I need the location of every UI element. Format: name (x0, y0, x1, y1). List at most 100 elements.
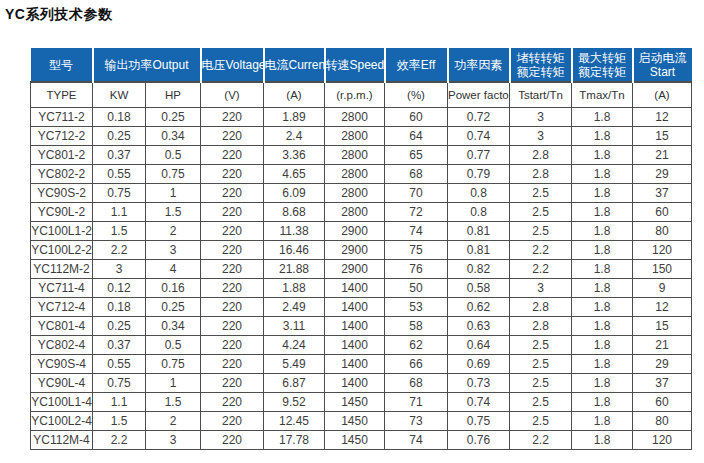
cell-model: YC90L-2 (31, 203, 93, 222)
cell-value: 0.34 (146, 317, 201, 336)
cell-value: 1400 (325, 317, 385, 336)
cell-value: 1.8 (572, 393, 633, 412)
subheader-cell: Tmax/Tn (572, 82, 633, 108)
cell-value: 6.87 (264, 374, 325, 393)
table-row: YC802-40.370.52204.241400620.642.51.821 (31, 336, 692, 355)
cell-model: YC100L1-4 (31, 393, 93, 412)
cell-value: 1.8 (572, 108, 633, 127)
cell-value: 0.8 (448, 203, 510, 222)
cell-value: 1.1 (93, 203, 146, 222)
cell-value: 29 (633, 165, 692, 184)
cell-value: 2 (146, 412, 201, 431)
cell-value: 0.25 (93, 317, 146, 336)
cell-value: 60 (633, 203, 692, 222)
cell-value: 0.37 (93, 336, 146, 355)
cell-value: 220 (201, 203, 264, 222)
cell-model: YC90S-4 (31, 355, 93, 374)
cell-value: 2.49 (264, 298, 325, 317)
cell-value: 0.75 (448, 412, 510, 431)
cell-model: YC112M-4 (31, 431, 93, 450)
cell-value: 1450 (325, 393, 385, 412)
cell-value: 3 (510, 108, 572, 127)
cell-value: 1.8 (572, 260, 633, 279)
cell-model: YC802-4 (31, 336, 93, 355)
cell-value: 15 (633, 127, 692, 146)
cell-value: 220 (201, 241, 264, 260)
table-row: YC712-40.180.252202.491400530.622.81.812 (31, 298, 692, 317)
page: YC系列技术参数 型号输出功率Output电压Voltage电流Current转… (0, 0, 704, 463)
cell-value: 1.8 (572, 431, 633, 450)
header-cell-line: 型号 (31, 58, 92, 72)
cell-value: 120 (633, 431, 692, 450)
cell-value: 220 (201, 222, 264, 241)
cell-value: 0.75 (93, 374, 146, 393)
cell-value: 76 (385, 260, 448, 279)
cell-value: 9.52 (264, 393, 325, 412)
cell-value: 71 (385, 393, 448, 412)
spec-table: 型号输出功率Output电压Voltage电流Current转速Speed效率E… (30, 48, 692, 450)
cell-model: YC711-2 (31, 108, 93, 127)
cell-value: 2.8 (510, 165, 572, 184)
header-cell: 型号 (31, 48, 93, 82)
table-row: YC100L2-22.2322016.462900750.812.21.8120 (31, 241, 692, 260)
cell-value: 0.79 (448, 165, 510, 184)
cell-value: 15 (633, 317, 692, 336)
cell-model: YC801-4 (31, 317, 93, 336)
cell-value: 0.18 (93, 298, 146, 317)
cell-value: 1 (146, 184, 201, 203)
cell-value: 1.8 (572, 222, 633, 241)
cell-value: 0.62 (448, 298, 510, 317)
cell-value: 0.16 (146, 279, 201, 298)
cell-value: 2.4 (264, 127, 325, 146)
cell-value: 2800 (325, 165, 385, 184)
cell-value: 0.55 (93, 165, 146, 184)
header-cell-line: 效率Eff (386, 58, 447, 72)
cell-value: 2.2 (93, 241, 146, 260)
cell-value: 68 (385, 165, 448, 184)
cell-value: 1400 (325, 298, 385, 317)
cell-value: 2800 (325, 127, 385, 146)
cell-value: 220 (201, 393, 264, 412)
cell-value: 220 (201, 336, 264, 355)
subheader-cell: Tstart/Tn (510, 82, 572, 108)
cell-value: 220 (201, 412, 264, 431)
cell-value: 1.8 (572, 184, 633, 203)
header-cell-line: 额定转矩 (573, 65, 632, 79)
cell-value: 0.75 (146, 165, 201, 184)
cell-value: 220 (201, 184, 264, 203)
page-title: YC系列技术参数 (5, 6, 112, 24)
cell-value: 2.2 (510, 431, 572, 450)
subheader-cell: (V) (201, 82, 264, 108)
cell-value: 1.5 (93, 412, 146, 431)
cell-value: 0.12 (93, 279, 146, 298)
table-row: YC711-20.180.252201.892800600.7231.812 (31, 108, 692, 127)
cell-value: 80 (633, 222, 692, 241)
cell-value: 8.68 (264, 203, 325, 222)
cell-value: 1400 (325, 355, 385, 374)
cell-value: 1.5 (146, 203, 201, 222)
cell-model: YC112M-2 (31, 260, 93, 279)
cell-value: 0.34 (146, 127, 201, 146)
table-row: YC90S-40.550.752205.491400660.692.51.829 (31, 355, 692, 374)
cell-value: 150 (633, 260, 692, 279)
cell-value: 2 (146, 222, 201, 241)
cell-model: YC801-2 (31, 146, 93, 165)
cell-value: 0.63 (448, 317, 510, 336)
cell-value: 2.5 (510, 336, 572, 355)
cell-value: 2.2 (510, 241, 572, 260)
cell-value: 72 (385, 203, 448, 222)
cell-value: 60 (385, 108, 448, 127)
header-cell: 启动电流Start (633, 48, 692, 82)
header-cell: 堵转转矩额定转矩 (510, 48, 572, 82)
header-cell-line: 额定转矩 (511, 65, 571, 79)
cell-value: 0.64 (448, 336, 510, 355)
cell-value: 21 (633, 336, 692, 355)
cell-value: 0.25 (93, 127, 146, 146)
cell-value: 3 (510, 279, 572, 298)
subheader-cell: (A) (633, 82, 692, 108)
cell-value: 37 (633, 184, 692, 203)
cell-value: 0.81 (448, 222, 510, 241)
cell-value: 1.5 (93, 222, 146, 241)
header-cell-line: 输出功率Output (94, 58, 200, 72)
cell-model: YC90L-4 (31, 374, 93, 393)
